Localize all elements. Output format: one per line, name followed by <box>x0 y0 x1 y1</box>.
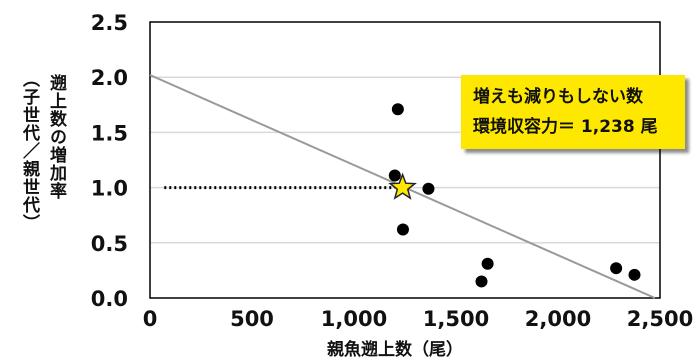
y-tick-labels: 0.0 0.5 1.0 1.5 2.0 2.5 <box>91 11 128 311</box>
data-point <box>475 275 488 288</box>
annotation-line-1: 増えも減りもしない数 <box>473 87 643 107</box>
data-point <box>610 262 623 275</box>
annotation-line-2: 環境収容力＝ 1,238 尾 <box>473 117 658 137</box>
y-tick-label: 2.5 <box>91 11 128 35</box>
y-tick-label: 1.0 <box>91 177 128 201</box>
y-tick-label: 1.5 <box>91 121 128 145</box>
y-tick-label: 0.0 <box>91 287 128 311</box>
data-points <box>388 103 641 288</box>
x-tick-labels: 0 500 1,000 1,500 2,000 2,500 <box>143 307 694 331</box>
x-tick-label: 500 <box>230 307 274 331</box>
x-tick-label: 1,000 <box>321 307 387 331</box>
data-point <box>388 169 401 182</box>
y-tick-label: 0.5 <box>91 232 128 256</box>
x-tick-label: 1,500 <box>423 307 489 331</box>
data-point <box>481 257 494 270</box>
y-axis-label-line2: （子世代／親世代） <box>19 70 39 232</box>
y-tick-label: 2.0 <box>91 66 128 90</box>
data-point <box>628 268 641 281</box>
x-tick-label: 2,500 <box>627 307 693 331</box>
plot-frame <box>149 21 661 299</box>
y-axis-label-line1: 遡上数の増加率 <box>46 74 66 200</box>
x-tick-label: 0 <box>143 307 158 331</box>
x-tick-label: 2,000 <box>525 307 591 331</box>
data-point <box>396 223 409 236</box>
data-point <box>422 182 435 195</box>
x-axis-label: 親魚遡上数（尾） <box>327 339 463 360</box>
star-marker <box>388 172 417 200</box>
annotation-box: 増えも減りもしない数 環境収容力＝ 1,238 尾 <box>461 75 685 149</box>
data-point <box>391 103 404 116</box>
